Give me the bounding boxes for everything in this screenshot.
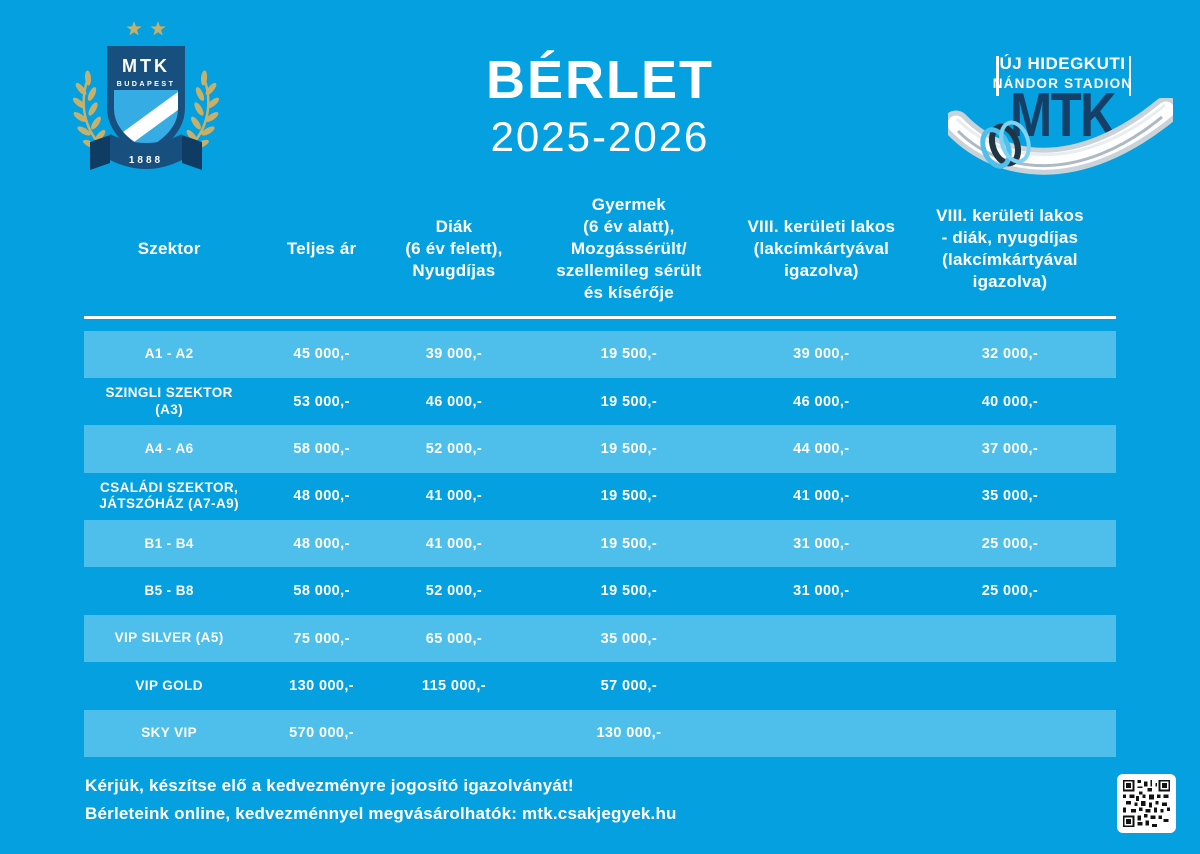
stars-icon <box>126 21 166 36</box>
column-header-sector: Szektor <box>137 238 201 258</box>
pricing-table: Szektor Teljes ár Diák (6 év felett), Ny… <box>84 186 1116 758</box>
price-cell: 40 000,- <box>981 393 1039 410</box>
sector-label: A1 - A2 <box>144 346 194 362</box>
price-cell: 19 500,- <box>600 535 658 552</box>
crest-city-name: BUDAPEST <box>117 79 176 88</box>
price-cell: 46 000,- <box>793 393 850 410</box>
sector-label: B5 - B8 <box>144 583 194 599</box>
price-cell: 41 000,- <box>425 488 483 505</box>
price-cell: 58 000,- <box>293 583 350 600</box>
price-cell: 35 000,- <box>600 630 658 647</box>
header-divider <box>84 316 1116 319</box>
price-cell: 39 000,- <box>425 346 483 363</box>
price-cell: 19 500,- <box>600 440 658 457</box>
table-row: B1 - B4 48 000,- 41 000,- 19 500,- 31 00… <box>84 520 1116 568</box>
price-cell: 19 500,- <box>600 488 658 505</box>
price-cell: 130 000,- <box>289 677 355 694</box>
column-header-district8-student: VIII. kerületi lakos - diák, nyugdíjas (… <box>936 205 1084 292</box>
price-cell: 31 000,- <box>793 535 850 552</box>
price-cell: 115 000,- <box>421 677 486 694</box>
price-cell: 57 000,- <box>600 677 658 694</box>
price-cell: 44 000,- <box>793 440 850 457</box>
price-cell: 32 000,- <box>981 346 1039 363</box>
table-row: SZINGLI SZEKTOR (A3) 53 000,- 46 000,- 1… <box>84 378 1116 425</box>
sector-label: SZINGLI SZEKTOR (A3) <box>105 385 233 417</box>
price-cell: 31 000,- <box>793 583 850 600</box>
price-cell: 39 000,- <box>793 346 850 363</box>
stadium-name: ÚJ HIDEGKUTI NÁNDOR STADION <box>940 54 1185 91</box>
page-title: BÉRLET <box>486 50 714 110</box>
footer-note: Kérjük, készítse elő a kedvezményre jogo… <box>85 772 677 828</box>
crest-founded-year: 1888 <box>129 155 163 166</box>
footer-line-1: Kérjük, készítse elő a kedvezményre jogo… <box>85 776 574 795</box>
table-row: SKY VIP 570 000,- 130 000,- <box>84 709 1116 758</box>
price-cell: 37 000,- <box>981 440 1039 457</box>
table-row: VIP GOLD 130 000,- 115 000,- 57 000,- <box>84 662 1116 709</box>
stadium-swoosh-icon <box>948 98 1173 175</box>
crest-club-name: MTK <box>122 56 170 76</box>
price-cell: 58 000,- <box>293 440 350 457</box>
stadium-name-line1: ÚJ HIDEGKUTI <box>999 54 1126 73</box>
stadium-name-line2: NÁNDOR STADION <box>992 76 1133 91</box>
table-row: VIP SILVER (A5) 75 000,- 65 000,- 35 000… <box>84 614 1116 663</box>
sector-label: A4 - A6 <box>144 440 194 456</box>
price-cell: 52 000,- <box>425 440 483 457</box>
stadium-logo: ÚJ HIDEGKUTI NÁNDOR STADION MTK <box>940 48 1185 198</box>
price-cell: 25 000,- <box>981 535 1039 552</box>
column-header-full-price: Teljes ár <box>286 238 357 258</box>
price-cell: 35 000,- <box>981 488 1039 505</box>
table-body: A1 - A2 45 000,- 39 000,- 19 500,- 39 00… <box>84 330 1116 758</box>
price-cell: 130 000,- <box>596 725 662 742</box>
price-cell: 41 000,- <box>425 535 483 552</box>
column-header-district8-resident: VIII. kerületi lakos (lakcímkártyával ig… <box>747 216 896 281</box>
sector-label: VIP GOLD <box>135 677 203 693</box>
title-block: BÉRLET 2025-2026 <box>0 52 1200 161</box>
price-cell: 52 000,- <box>425 583 483 600</box>
price-cell: 25 000,- <box>981 583 1039 600</box>
table-row: A4 - A6 58 000,- 52 000,- 19 500,- 44 00… <box>84 425 1116 473</box>
sector-label: SKY VIP <box>141 725 198 741</box>
column-header-child-disabled: Gyermek (6 év alatt), Mozgássérült/ szel… <box>556 194 702 303</box>
price-cell: 41 000,- <box>793 488 850 505</box>
table-row: A1 - A2 45 000,- 39 000,- 19 500,- 39 00… <box>84 330 1116 378</box>
price-cell: 19 500,- <box>600 393 658 410</box>
sector-label: VIP SILVER (A5) <box>114 630 224 646</box>
table-header-row: Szektor Teljes ár Diák (6 év felett), Ny… <box>84 186 1116 312</box>
season-subtitle: 2025-2026 <box>490 112 710 160</box>
price-cell: 48 000,- <box>293 535 350 552</box>
swoosh-ring-icon <box>980 120 1031 169</box>
stadium-right-bar <box>1128 56 1131 96</box>
ribbon-banner: 1888 <box>90 134 202 170</box>
mtk-crest-logo: MTK BUDAPEST 1888 <box>64 12 228 190</box>
table-row: B5 - B8 58 000,- 52 000,- 19 500,- 31 00… <box>84 567 1116 614</box>
column-header-student-pensioner: Diák (6 év felett), Nyugdíjas <box>405 216 503 281</box>
price-cell: 19 500,- <box>600 346 658 363</box>
footer-line-2: Bérleteink online, kedvezménnyel megvásá… <box>85 804 677 823</box>
stadium-left-bar <box>996 56 999 96</box>
sector-label: CSALÁDI SZEKTOR, JÁTSZÓHÁZ (A7-A9) <box>99 480 239 512</box>
price-cell: 48 000,- <box>293 488 350 505</box>
price-cell: 45 000,- <box>293 346 350 363</box>
sector-label: B1 - B4 <box>144 535 194 551</box>
table-row: CSALÁDI SZEKTOR, JÁTSZÓHÁZ (A7-A9) 48 00… <box>84 473 1116 520</box>
crest-icon: MTK BUDAPEST 1888 <box>72 21 222 170</box>
price-cell: 19 500,- <box>600 583 658 600</box>
qr-code-icon <box>1117 774 1176 833</box>
price-cell: 46 000,- <box>425 393 483 410</box>
price-cell: 65 000,- <box>425 630 483 647</box>
price-cell: 75 000,- <box>293 630 350 647</box>
price-cell: 570 000,- <box>289 725 355 742</box>
price-cell: 53 000,- <box>293 393 350 410</box>
